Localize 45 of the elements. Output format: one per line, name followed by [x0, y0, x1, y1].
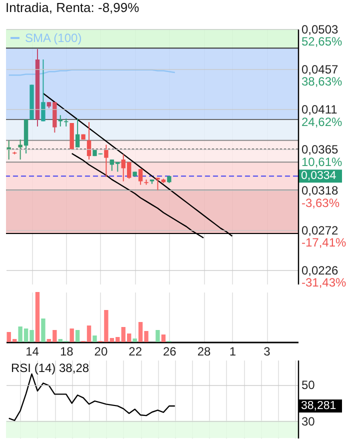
y-tick-label: 50 — [302, 378, 316, 392]
candlestick — [104, 144, 108, 178]
line-series — [8, 373, 176, 422]
bar — [132, 338, 137, 342]
y2-tick-label: 38,63% — [302, 74, 343, 89]
y2-tick-label: -17,41% — [302, 235, 347, 250]
candlestick — [75, 118, 80, 148]
y2-tick-label: -31,43% — [302, 276, 347, 290]
candlestick — [18, 139, 22, 160]
chart-title: RSI (14) 38,28 — [11, 361, 90, 375]
y2-tick-label: -3,63% — [302, 196, 340, 210]
legend-label: SMA (100) — [25, 31, 82, 45]
bar — [156, 330, 160, 342]
y-tick-label: 0,0411 — [302, 102, 338, 117]
x-tick-label: 28 — [197, 344, 212, 358]
chart-title: Intradia, Renta: -8,99% — [6, 0, 140, 15]
text: 38,281 — [301, 400, 336, 412]
bar — [75, 330, 80, 342]
y2-tick-label: 10,61% — [302, 155, 343, 170]
x-tick-label: 18 — [60, 344, 74, 358]
candlestick — [41, 58, 46, 122]
y2-tick-label: 52,65% — [302, 34, 343, 48]
y2-tick-label: 24,62% — [302, 114, 343, 129]
y-tick-label: 0,0318 — [302, 184, 339, 198]
bar — [70, 328, 74, 342]
bar — [35, 292, 40, 342]
ref-line-label: 0,0334 — [301, 170, 337, 182]
y-tick-label: 30 — [302, 414, 316, 428]
candlestick — [138, 168, 143, 186]
x-tick-label: 22 — [128, 344, 142, 358]
y-tick-label: 0,0272 — [302, 224, 339, 238]
x-tick-label: 14 — [26, 344, 40, 358]
x-tick-label: 20 — [94, 344, 108, 358]
x-tick-label: 3 — [264, 344, 271, 358]
candlestick — [58, 114, 62, 127]
bar — [161, 334, 166, 342]
y-tick-label: 0,0365 — [302, 142, 339, 157]
bar — [92, 336, 97, 342]
x-tick-label: 26 — [162, 344, 177, 358]
y-tick-label: 0,0503 — [302, 22, 339, 36]
y-tick-label: 0,0226 — [302, 264, 339, 278]
x-tick-label: 1 — [229, 344, 236, 358]
y-tick-label: 0,0457 — [302, 62, 339, 77]
candlestick — [156, 177, 160, 192]
bar — [41, 318, 46, 342]
